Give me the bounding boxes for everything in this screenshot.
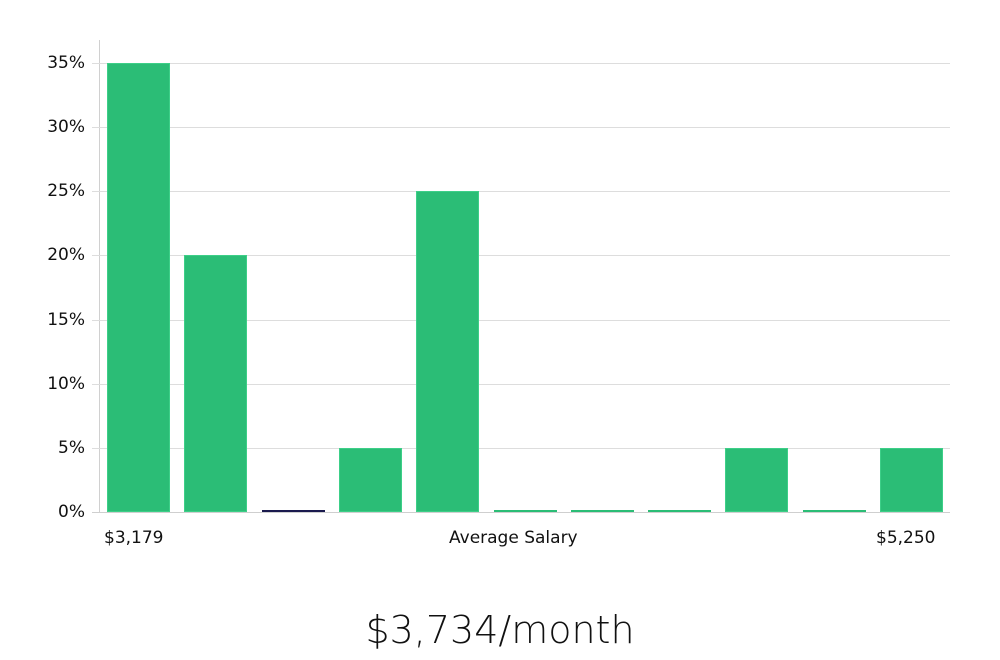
y-tick-label: 35% xyxy=(47,53,85,73)
y-tick-label: 0% xyxy=(58,502,85,522)
histogram-bar xyxy=(880,448,943,512)
histogram-bar xyxy=(648,510,711,512)
x-max-label: $5,250 xyxy=(876,528,936,548)
y-tick-label: 5% xyxy=(58,438,85,458)
histogram-bar xyxy=(416,191,479,512)
y-tick-label: 30% xyxy=(47,117,85,137)
gridline xyxy=(92,448,950,449)
gridline xyxy=(92,191,950,192)
gridline xyxy=(92,320,950,321)
gridline xyxy=(92,384,950,385)
y-tick-label: 25% xyxy=(47,181,85,201)
average-salary-value: $3,734/month xyxy=(365,608,635,652)
y-tick-label: 15% xyxy=(47,310,85,330)
x-axis-title: Average Salary xyxy=(449,528,578,548)
histogram-bar xyxy=(571,510,634,512)
x-axis-line xyxy=(92,512,950,513)
x-min-label: $3,179 xyxy=(104,528,164,548)
histogram-bar xyxy=(494,510,557,512)
histogram-bar xyxy=(725,448,788,512)
histogram-bar xyxy=(339,448,402,512)
gridline xyxy=(92,63,950,64)
histogram-bar xyxy=(262,510,325,512)
gridline xyxy=(92,255,950,256)
histogram-bar xyxy=(184,255,247,512)
y-axis-line xyxy=(99,40,100,512)
histogram-bar xyxy=(803,510,866,512)
y-tick-label: 10% xyxy=(47,374,85,394)
y-tick-label: 20% xyxy=(47,245,85,265)
histogram-bar xyxy=(107,63,170,512)
gridline xyxy=(92,127,950,128)
salary-histogram: 0% 5% 10% 15% 20% 25% 30% 35% $3,179 Average Sa… xyxy=(47,40,950,548)
